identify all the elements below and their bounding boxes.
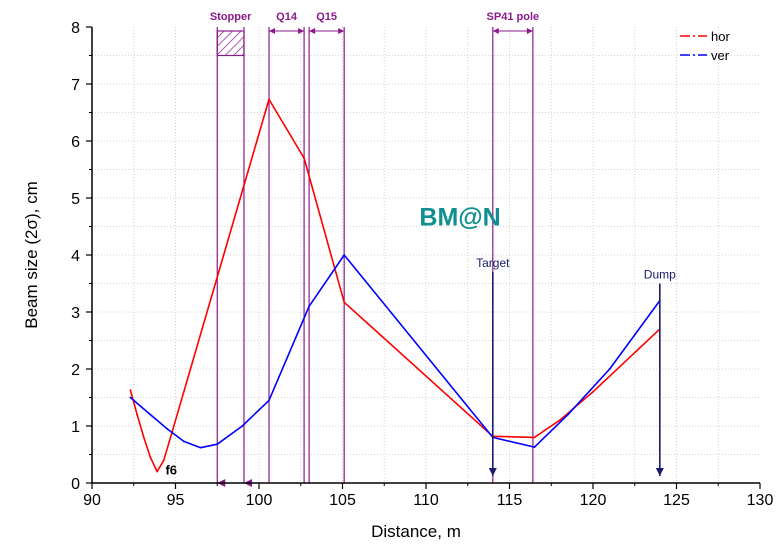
y-tick-label: 0	[71, 476, 80, 493]
data-point-ver	[129, 396, 132, 399]
marker-label: Dump	[644, 268, 676, 282]
y-tick-label: 4	[71, 248, 80, 265]
x-tick-label: 100	[246, 492, 273, 509]
data-point-hor	[129, 389, 132, 391]
x-tick-label: 125	[663, 492, 690, 509]
legend-label-hor: hor	[711, 29, 730, 44]
legend-label-ver: ver	[711, 48, 730, 63]
element-span-arrow-right	[298, 28, 305, 34]
data-point-hor	[343, 301, 346, 304]
data-point-ver	[182, 440, 185, 443]
bmn-watermark: BM@N	[419, 204, 500, 232]
grid	[92, 27, 760, 483]
data-point-ver	[308, 305, 310, 308]
data-point-ver	[567, 413, 569, 416]
y-tick-label: 7	[71, 77, 80, 94]
data-point-ver	[268, 399, 270, 402]
series-line-hor	[129, 98, 661, 473]
element-span-arrow-right	[526, 28, 533, 34]
marker-label: Target	[476, 256, 510, 270]
position-markers: Target Dump	[476, 256, 676, 476]
data-point-ver	[149, 413, 152, 416]
series-line-ver	[129, 254, 661, 449]
data-point-hor	[268, 98, 270, 101]
y-axis-title: Beam size (2σ), cm	[22, 181, 41, 328]
element-label: SP41 pole	[487, 11, 540, 23]
x-tick-label: 115	[497, 492, 523, 509]
data-point-hor	[592, 390, 594, 393]
f6-label: f6	[165, 462, 177, 477]
element-label: Q14	[276, 11, 298, 23]
x-axis-title: Distance, m	[371, 522, 461, 541]
y-tick-label: 6	[71, 134, 80, 151]
element-span-arrow-right	[338, 28, 345, 34]
stopper-block	[216, 30, 245, 57]
data-point-ver	[216, 443, 219, 446]
data-point-ver	[343, 254, 346, 256]
element-span-arrow-left	[492, 28, 499, 34]
y-tick-label: 3	[71, 305, 80, 322]
beamline-elements: Stopper Q14 Q15 SP41 pole	[210, 11, 540, 487]
data-point-hor	[558, 419, 561, 422]
x-tick-label: 90	[83, 492, 101, 509]
data-point-hor	[303, 157, 305, 160]
y-tick-label: 5	[71, 191, 80, 208]
data-point-hor	[136, 413, 138, 416]
element-span-arrow-left	[309, 28, 316, 34]
axes: 90 95 100 105 110 115 120 125 130 0 1 2 3 4 5 6 7 8 Distan…	[22, 20, 773, 541]
data-point-hor	[142, 436, 145, 439]
element-label: Stopper	[210, 11, 252, 23]
annotations: f6 BM@N	[165, 204, 500, 478]
legend: hor ver	[680, 29, 730, 63]
data-series	[129, 98, 661, 473]
x-tick-label: 130	[747, 492, 774, 509]
data-point-ver	[533, 446, 536, 448]
x-tick-label: 120	[580, 492, 607, 509]
y-tick-label: 8	[71, 20, 80, 37]
x-tick-label: 95	[167, 492, 185, 509]
y-tick-label: 1	[71, 419, 80, 436]
data-point-ver	[166, 427, 169, 430]
data-point-hor	[533, 436, 536, 439]
y-tick-label: 2	[71, 362, 80, 379]
x-tick-label: 110	[413, 492, 439, 509]
element-label: Q15	[316, 11, 337, 23]
data-point-hor	[156, 470, 159, 473]
element-span-arrow-left	[269, 28, 276, 34]
data-point-hor	[162, 459, 165, 462]
data-point-ver	[241, 425, 244, 427]
x-tick-label: 105	[329, 492, 356, 509]
data-point-hor	[149, 456, 152, 459]
data-point-ver	[199, 446, 202, 449]
data-point-ver	[608, 368, 611, 370]
